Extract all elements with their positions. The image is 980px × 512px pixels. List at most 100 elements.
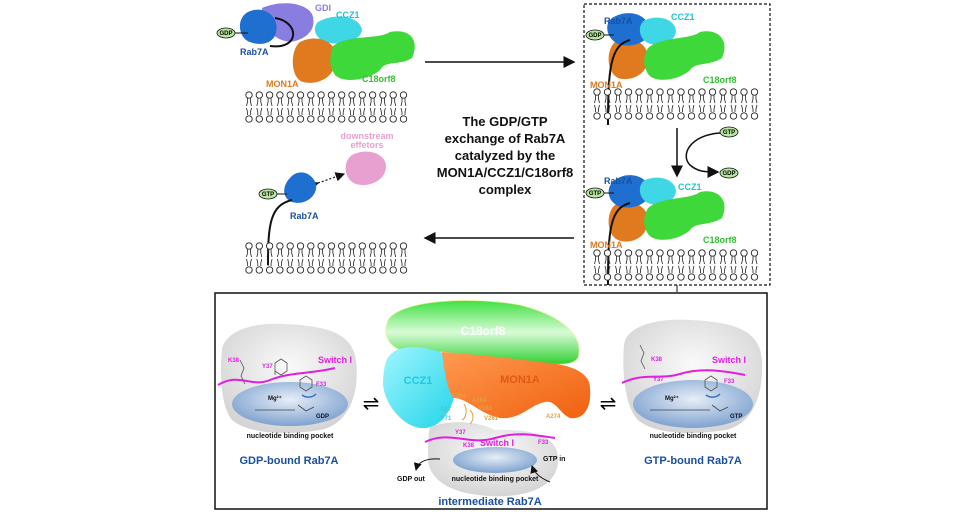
lipid xyxy=(246,98,252,107)
lipid xyxy=(740,273,748,281)
lipid xyxy=(666,273,675,281)
lipid xyxy=(593,249,601,257)
lipid xyxy=(730,265,737,273)
lipid xyxy=(678,95,684,104)
lipid xyxy=(245,91,253,99)
effectors-label: downstream xyxy=(340,131,393,141)
ccz1-protein xyxy=(639,177,676,205)
lipid xyxy=(349,98,355,107)
lipid xyxy=(296,115,305,123)
lipid xyxy=(678,256,684,265)
lipid xyxy=(667,265,674,273)
c18orf8-label: C18orf8 xyxy=(461,324,506,338)
lipid xyxy=(677,88,685,96)
mon1a-protein xyxy=(608,202,648,242)
lipid xyxy=(255,115,263,123)
lipid xyxy=(657,256,663,265)
lipid xyxy=(256,258,263,266)
lipid xyxy=(246,249,252,258)
lipid xyxy=(287,107,294,115)
ccz1-protein xyxy=(639,17,676,45)
lipid xyxy=(750,112,759,120)
k38-label: K38 xyxy=(228,358,240,364)
lipid xyxy=(400,107,407,115)
ccz1-label: CCZ1 xyxy=(404,375,433,387)
lipid xyxy=(625,104,632,112)
nucleotide-binding-pocket xyxy=(453,447,537,473)
lipid xyxy=(699,104,705,112)
lipid xyxy=(625,256,632,265)
lipid xyxy=(389,266,397,274)
lipid xyxy=(276,91,284,99)
lipid xyxy=(656,249,664,257)
lipid xyxy=(666,112,675,120)
lipid xyxy=(348,115,356,123)
switch-i-loop xyxy=(621,369,746,384)
lipid xyxy=(730,104,737,112)
lipid xyxy=(296,266,305,274)
lipid xyxy=(657,95,663,104)
gtp-badge xyxy=(258,188,278,200)
lipid xyxy=(678,265,684,273)
c18orf8-protein xyxy=(330,31,415,80)
gtp-label: GTP xyxy=(730,414,742,420)
rab7a-protein xyxy=(608,175,650,208)
caption-line: exchange of Rab7A xyxy=(445,131,566,146)
pocket-label: nucleotide binding pocket xyxy=(650,433,737,440)
lipid xyxy=(646,256,653,265)
lipid xyxy=(349,107,355,115)
lipid xyxy=(380,249,386,258)
gdp-label: GDP xyxy=(219,31,232,37)
switch-i-label: Switch I xyxy=(480,438,514,448)
nucleotide-exchange: GTP GDP xyxy=(671,126,739,179)
lipid xyxy=(399,242,408,250)
lipid xyxy=(266,98,273,107)
lipid xyxy=(400,249,407,258)
lipid xyxy=(708,273,717,281)
switch-i-loop xyxy=(217,367,336,386)
lipid xyxy=(400,98,407,107)
lipid xyxy=(593,88,601,96)
lipid xyxy=(699,265,705,273)
lipid xyxy=(328,249,335,258)
lipid xyxy=(604,265,611,273)
lipid xyxy=(636,265,642,273)
lipid xyxy=(338,266,346,274)
box-upper-complex: GDP Rab7A CCZ1 MON1A C18orf8 xyxy=(585,12,737,126)
lipid xyxy=(678,104,684,112)
lipid xyxy=(720,256,726,265)
lipid xyxy=(751,95,758,104)
lipid xyxy=(380,98,386,107)
k38-label: K38 xyxy=(463,443,475,449)
lipid xyxy=(369,98,376,107)
membrane-bilayer xyxy=(593,88,759,120)
lipid xyxy=(266,258,273,266)
lipid xyxy=(687,88,696,96)
lipid xyxy=(390,258,397,266)
lipid xyxy=(636,95,642,104)
lipid xyxy=(400,258,407,266)
initial-complex: GDP GDI Rab7A CCZ1 MON1A C18orf8 xyxy=(216,3,415,89)
residue-label: A274 xyxy=(546,414,561,420)
y37-label: Y37 xyxy=(653,377,664,383)
lipid xyxy=(645,88,654,96)
switch-i-label: Switch I xyxy=(318,355,352,365)
gdp-bound-title: GDP-bound Rab7A xyxy=(240,455,339,467)
lipid xyxy=(720,265,726,273)
box-lower-complex: GTP Rab7A CCZ1 MON1A C18orf8 xyxy=(585,175,737,286)
lipid xyxy=(380,258,386,266)
mon1a-label: MON1A xyxy=(590,80,623,90)
lipid xyxy=(614,273,622,281)
lipid xyxy=(688,265,695,273)
lipid xyxy=(615,265,621,273)
intermediate-complex: C18orf8 CCZ1 MON1A L285 A284 A67 V283 F7… xyxy=(382,300,591,508)
lipid xyxy=(667,95,674,104)
lipid xyxy=(338,115,346,123)
lipid xyxy=(730,256,737,265)
lipid xyxy=(741,265,747,273)
lipid xyxy=(277,98,283,107)
membrane-bilayer xyxy=(245,91,408,123)
lipid xyxy=(255,266,263,274)
caption-line: catalyzed by the xyxy=(455,148,555,163)
lipid xyxy=(358,242,366,250)
